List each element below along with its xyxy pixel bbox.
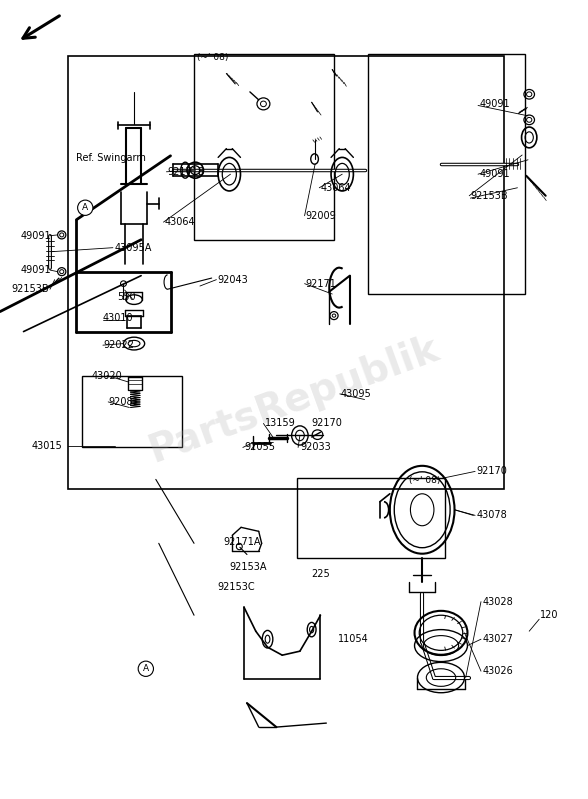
Text: 49091: 49091 — [479, 169, 510, 179]
Text: 43028: 43028 — [482, 597, 513, 606]
Text: 92033: 92033 — [300, 443, 330, 452]
Text: 92170: 92170 — [312, 419, 343, 428]
Text: 92153B: 92153B — [12, 284, 49, 294]
Text: 43020: 43020 — [91, 371, 122, 380]
Circle shape — [78, 200, 93, 216]
Bar — [82, 376, 182, 447]
Text: 11054: 11054 — [338, 634, 369, 644]
Text: 92170: 92170 — [476, 467, 507, 476]
Text: 92171A: 92171A — [223, 537, 261, 547]
Bar — [68, 56, 504, 489]
Text: 92153A: 92153A — [229, 562, 267, 572]
Text: PartsRepublik: PartsRepublik — [143, 329, 445, 470]
Text: 43010: 43010 — [103, 313, 133, 323]
Text: 43026: 43026 — [482, 666, 513, 676]
Text: 225: 225 — [312, 569, 330, 578]
Text: 43015: 43015 — [31, 441, 62, 451]
Bar — [297, 478, 445, 558]
Circle shape — [138, 661, 153, 677]
Text: (~' 08): (~' 08) — [197, 53, 228, 62]
Text: 92055: 92055 — [244, 443, 275, 452]
Text: 43064: 43064 — [165, 217, 195, 227]
Text: 550: 550 — [118, 292, 136, 302]
Text: 13159: 13159 — [265, 419, 295, 428]
Text: 49091: 49091 — [479, 99, 510, 109]
Text: 92043: 92043 — [218, 275, 248, 284]
Text: 92009: 92009 — [306, 211, 336, 221]
Text: 92022: 92022 — [103, 340, 134, 350]
Text: 49091: 49091 — [21, 231, 51, 240]
Text: (~' 08): (~' 08) — [409, 476, 440, 486]
Text: Ref. Swingarm: Ref. Swingarm — [76, 153, 146, 163]
Text: 92081: 92081 — [109, 397, 139, 407]
Text: 92171: 92171 — [306, 279, 337, 288]
Text: 43095: 43095 — [341, 389, 372, 399]
Text: 92171B: 92171B — [168, 167, 205, 177]
Text: 43095A: 43095A — [115, 243, 152, 252]
Bar — [194, 54, 334, 240]
Text: 92153C: 92153C — [218, 582, 255, 592]
Text: 43078: 43078 — [476, 511, 507, 520]
Text: 49091: 49091 — [21, 265, 51, 275]
Text: 43027: 43027 — [482, 634, 513, 644]
Text: A: A — [143, 664, 149, 674]
Text: A: A — [82, 203, 88, 213]
Bar — [368, 54, 525, 294]
Text: 92153B: 92153B — [470, 191, 508, 201]
Text: 43064: 43064 — [320, 183, 351, 193]
Text: 120: 120 — [540, 610, 558, 620]
